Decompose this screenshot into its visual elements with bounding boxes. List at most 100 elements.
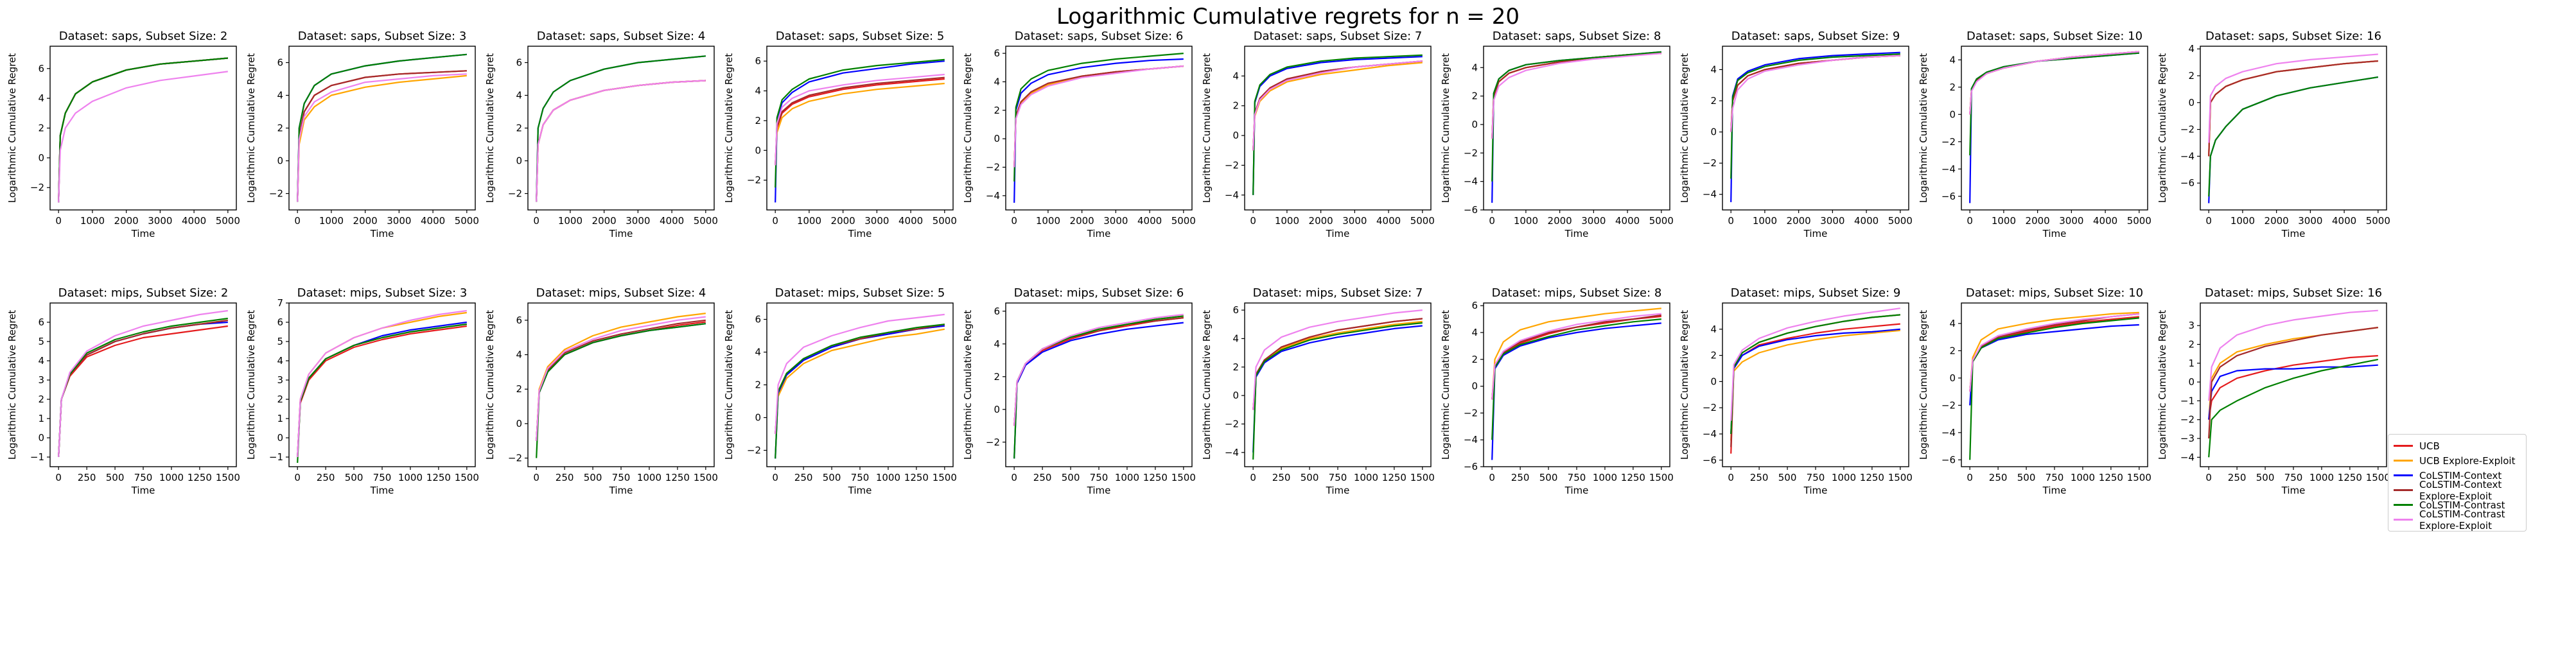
y-tick-label: 4	[1710, 324, 1717, 335]
series-line-5	[1252, 322, 1423, 460]
series-line-1	[1969, 51, 2139, 115]
y-tick-label: −4	[1225, 447, 1239, 458]
series-line-6	[1013, 65, 1184, 168]
x-tick-label: 250	[2228, 472, 2247, 483]
series-line-4	[536, 80, 706, 202]
x-axis-label: Time	[2281, 485, 2306, 496]
y-tick-label: −4	[2180, 451, 2195, 463]
x-tick-label: 750	[134, 472, 153, 483]
x-tick-label: 1250	[904, 472, 929, 483]
y-tick-label: −4	[2180, 150, 2195, 162]
x-tick-label: 250	[556, 472, 574, 483]
x-axis-label: Time	[131, 228, 155, 239]
series-line-5	[1013, 315, 1184, 459]
x-tick-label: 0	[2205, 215, 2212, 227]
subplot-title: Dataset: saps, Subset Size: 4	[537, 30, 706, 43]
y-axis-label: Logarithmic Cumulative Regret	[245, 310, 257, 460]
x-tick-label: 500	[345, 472, 364, 483]
legend-label: UCB	[2419, 440, 2440, 452]
x-tick-label: 3000	[1103, 215, 1128, 227]
series-line-4	[58, 319, 228, 458]
legend-swatch	[2394, 445, 2413, 447]
y-axis-label: Logarithmic Cumulative Regret	[484, 310, 496, 460]
x-tick-label: 1000	[2309, 472, 2334, 483]
y-tick-label: 4	[277, 355, 283, 367]
series-line-6	[1252, 309, 1423, 410]
series-line-2	[58, 57, 228, 203]
legend-item: CoLSTIM-Contrast	[2394, 498, 2521, 512]
y-tick-label: −4	[1941, 163, 1956, 175]
series-line-3	[297, 53, 467, 202]
series-line-2	[1013, 65, 1184, 168]
y-tick-label: 0	[277, 432, 283, 444]
y-tick-label: −6	[1464, 461, 1478, 472]
y-tick-label: 4	[755, 347, 761, 358]
subplot-title: Dataset: mips, Subset Size: 3	[297, 286, 468, 300]
x-tick-label: 1000	[797, 215, 821, 227]
legend-label: UCB Explore-Exploit	[2419, 454, 2516, 467]
series-line-2	[1730, 329, 1900, 441]
y-tick-label: 3	[277, 374, 283, 386]
y-tick-label: −2	[2180, 124, 2195, 135]
y-tick-label: −4	[1464, 434, 1478, 446]
axes-frame	[1961, 46, 2148, 211]
series-line-6	[297, 309, 467, 458]
series-line-6	[1969, 51, 2139, 115]
y-tick-label: −2	[1941, 399, 1956, 411]
x-tick-label: 3000	[2059, 215, 2083, 227]
y-tick-label: 7	[277, 297, 283, 309]
x-axis-label: Time	[609, 485, 633, 496]
legend-item: CoLSTIM-Context Explore-Exploit	[2394, 479, 2521, 502]
y-tick-label: −2	[2180, 414, 2195, 426]
x-tick-label: 1250	[1382, 472, 1406, 483]
series-line-2	[297, 74, 467, 202]
x-tick-label: 4000	[2093, 215, 2117, 227]
series-line-6	[297, 73, 467, 202]
axes-frame	[766, 46, 954, 211]
series-line-1	[536, 321, 706, 441]
y-tick-label: 5	[277, 336, 283, 347]
y-tick-label: 0	[994, 133, 1000, 144]
subplot-18: 0 250 500 750 1000 1250 1500 −6 −4 −2 0 2 4 Dataset: …	[1679, 286, 1913, 496]
x-tick-label: 1250	[426, 472, 451, 483]
series-line-4	[297, 70, 467, 202]
x-tick-label: 1000	[1593, 472, 1617, 483]
x-tick-label: 750	[851, 472, 870, 483]
series-line-3	[1969, 52, 2139, 203]
subplot-title: Dataset: saps, Subset Size: 8	[1493, 30, 1661, 43]
x-tick-label: 500	[1062, 472, 1080, 483]
y-tick-label: −2	[269, 188, 283, 200]
x-tick-label: 1250	[2338, 472, 2362, 483]
y-tick-label: 2	[755, 379, 761, 391]
y-tick-label: −4	[1941, 427, 1956, 438]
series-line-3	[775, 60, 945, 203]
x-tick-label: 3000	[148, 215, 172, 227]
series-line-4	[1730, 314, 1900, 447]
series-line-6	[775, 73, 945, 166]
y-tick-label: 2	[994, 105, 1000, 116]
axes-frame	[1005, 46, 1193, 211]
x-tick-label: 500	[106, 472, 125, 483]
subplot-9: 0 1000 2000 3000 4000 5000 −6 −4 −2 0 2 4 Dataset: s…	[1918, 30, 2151, 239]
x-axis-label: Time	[1087, 228, 1111, 239]
x-tick-label: 1500	[1649, 472, 1674, 483]
y-tick-label: 4	[994, 76, 1000, 87]
subplot-6: 0 1000 2000 3000 4000 5000 −4 −2 0 2 4 Dataset: sap…	[1201, 30, 1435, 239]
x-tick-label: 4000	[1137, 215, 1162, 227]
y-tick-label: −2	[30, 182, 44, 193]
y-tick-label: −4	[986, 190, 1000, 202]
x-tick-label: 5000	[216, 215, 240, 227]
subplot-17: 0 250 500 750 1000 1250 1500 −6 −4 −2 0 2 4 6 Dataset:…	[1440, 286, 1674, 496]
y-tick-label: −2	[986, 437, 1000, 448]
series-line-2	[1252, 62, 1423, 151]
series-line-3	[1491, 322, 1661, 460]
legend-label: CoLSTIM-Context	[2419, 469, 2502, 481]
y-tick-label: 6	[994, 306, 1000, 317]
y-tick-label: 1	[38, 413, 44, 424]
y-tick-label: 0	[516, 155, 522, 167]
series-line-6	[536, 80, 706, 202]
x-tick-label: 750	[1329, 472, 1347, 483]
x-tick-label: 4000	[421, 215, 445, 227]
y-tick-label: −2	[1225, 159, 1239, 171]
y-tick-label: 0	[1232, 390, 1239, 401]
